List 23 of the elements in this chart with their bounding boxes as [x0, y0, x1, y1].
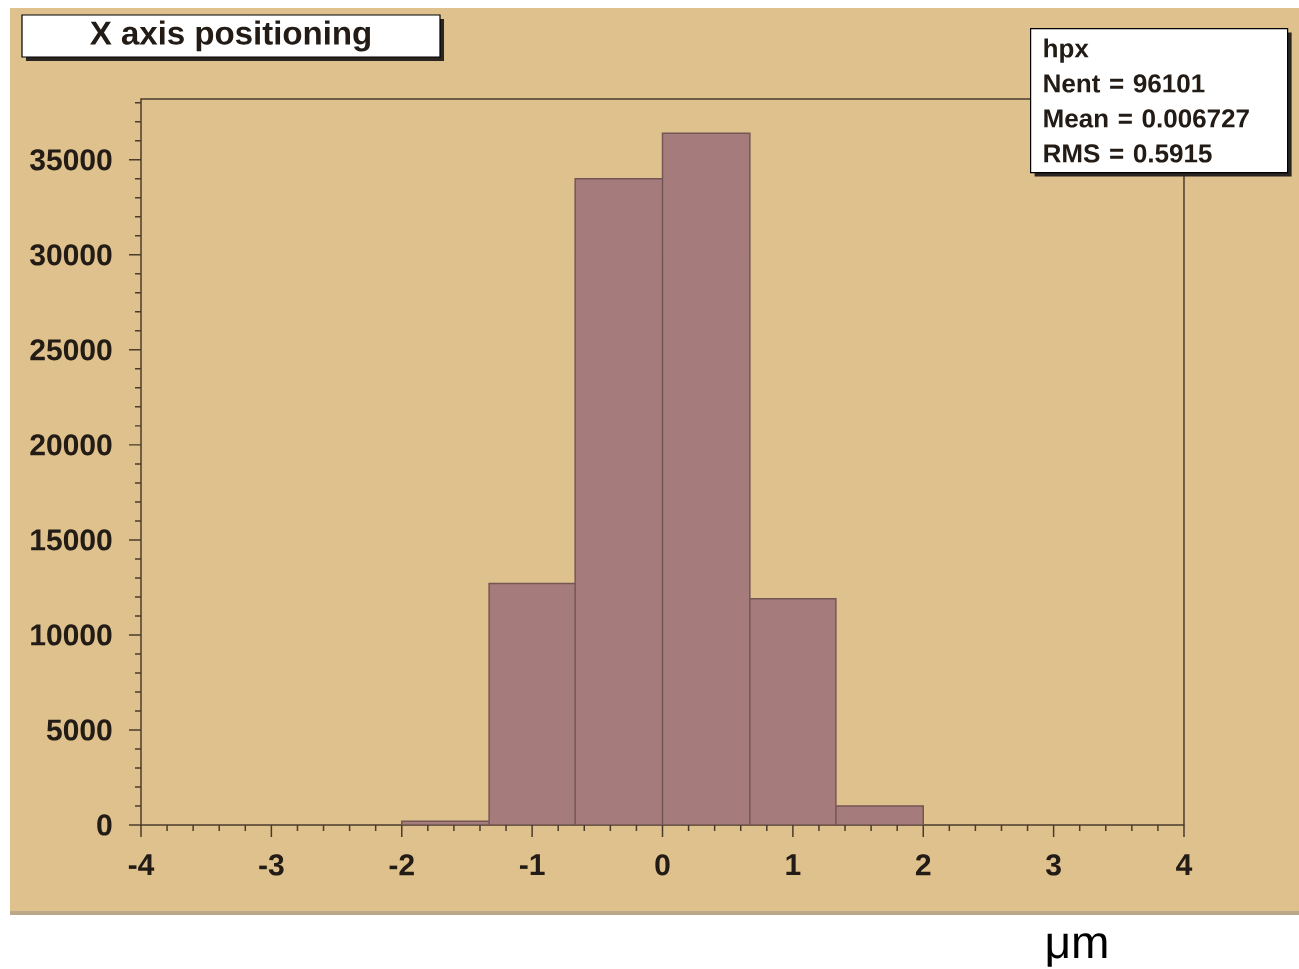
y-tick-label: 0 — [97, 814, 112, 836]
x-tick-label: -3 — [259, 854, 284, 876]
x-tick-label: 3 — [1045, 854, 1061, 876]
x-axis-title: μm — [1047, 933, 1107, 967]
x-tick-label: -4 — [128, 854, 155, 875]
y-tick-label: 15000 — [31, 529, 112, 551]
x-tick-label: 0 — [655, 854, 670, 876]
y-tick-label: 10000 — [31, 624, 112, 646]
y-tick-label: 20000 — [30, 434, 112, 456]
x-tick-label: -2 — [389, 854, 414, 876]
y-tick-label: 35000 — [30, 149, 112, 171]
x-tick-label: -1 — [519, 854, 545, 875]
x-tick-label: 1 — [786, 854, 801, 875]
annotation: RMS = 0.5915 — [1044, 144, 1212, 163]
y-tick-label: 25000 — [30, 339, 112, 361]
chart-title: X axis positioning — [90, 20, 370, 52]
x-tick-label: 2 — [915, 854, 931, 876]
y-tick-label: 5000 — [46, 719, 112, 741]
text: hpx — [1044, 38, 1089, 63]
y-tick-label: 30000 — [30, 244, 112, 266]
text: Nent = 96101 — [1044, 74, 1205, 93]
annotation: Mean = 0.006727 — [1044, 109, 1249, 128]
x-tick-label: 4 — [1176, 854, 1193, 875]
